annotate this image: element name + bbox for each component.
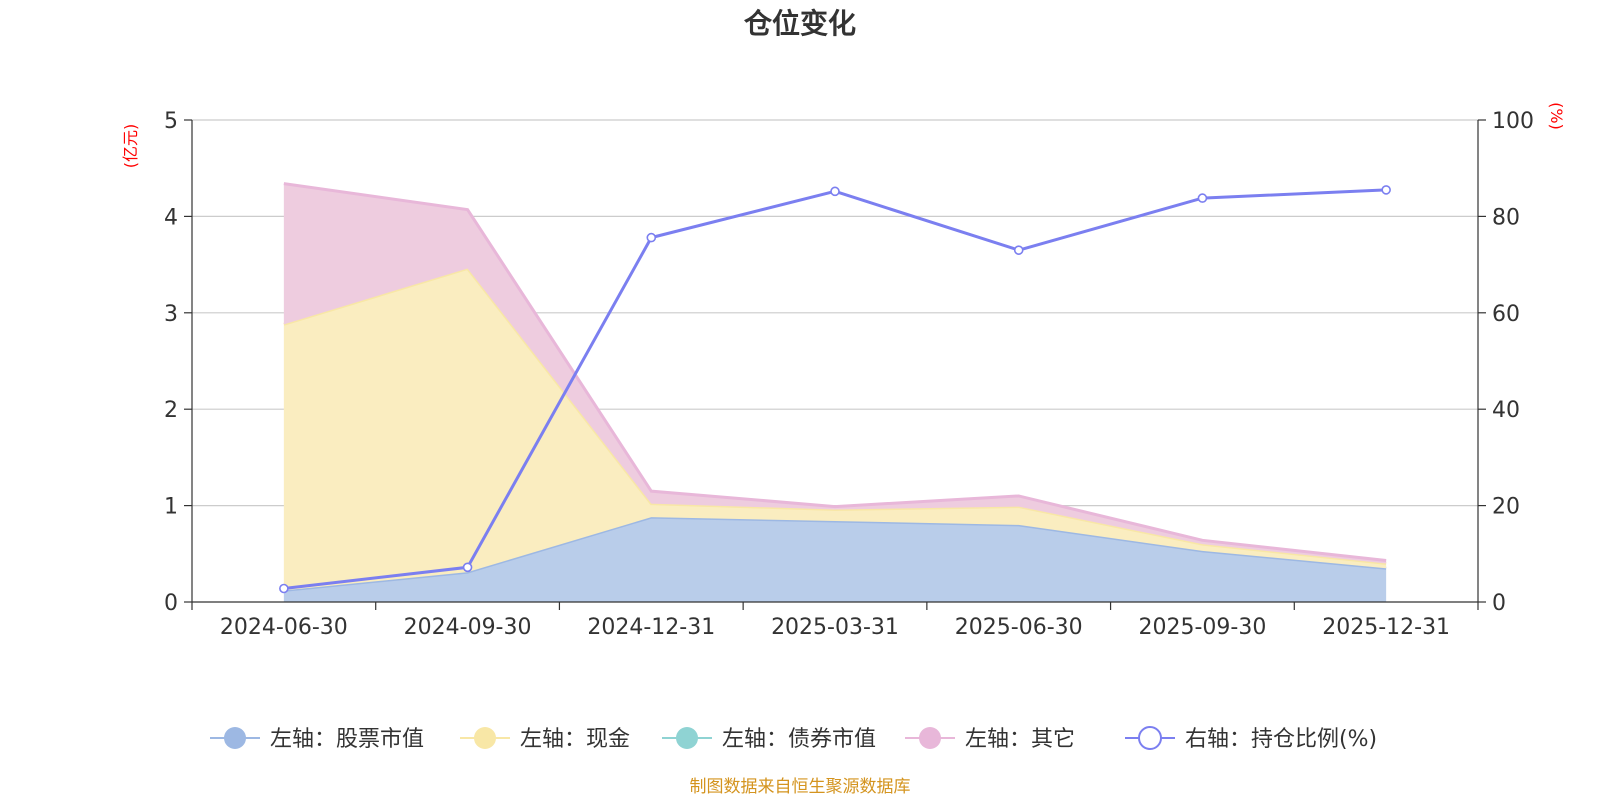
x-axis-tick-label: 2025-03-31 <box>771 615 899 640</box>
x-axis-tick-label: 2025-12-31 <box>1322 615 1450 640</box>
chart-title: 仓位变化 <box>744 7 856 40</box>
legend-label: 右轴：持仓比例(%) <box>1185 727 1377 752</box>
right-axis-tick-label: 60 <box>1492 302 1520 327</box>
legend-marker <box>676 727 698 749</box>
legend-label: 左轴：现金 <box>520 727 630 752</box>
legend-marker <box>224 727 246 749</box>
holding-ratio-point <box>279 583 289 594</box>
legend-marker <box>474 727 496 749</box>
left-axis-tick-label: 0 <box>164 591 178 616</box>
area-series-1 <box>283 268 1387 591</box>
right-axis-tick-label: 80 <box>1492 205 1520 230</box>
data-source-note: 制图数据来自恒生聚源数据库 <box>690 777 911 797</box>
holding-ratio-point <box>830 186 840 197</box>
holding-ratio-point <box>462 562 473 573</box>
legend-item-4: 右轴：持仓比例(%) <box>1125 726 1377 752</box>
legend-item-2: 左轴：债券市值 <box>662 727 876 752</box>
x-axis-tick-label: 2024-09-30 <box>404 615 532 640</box>
left-axis-tick-label: 2 <box>164 398 178 423</box>
holding-ratio-point <box>1381 185 1391 195</box>
x-axis-tick-label: 2025-09-30 <box>1138 615 1266 640</box>
right-axis-tick-label: 20 <box>1492 495 1520 520</box>
right-axis-tick-label: 0 <box>1492 591 1506 616</box>
stacked-areas <box>283 182 1387 602</box>
x-axis-tick-label: 2024-06-30 <box>220 615 348 640</box>
left-axis-unit: (亿元) <box>121 124 140 169</box>
legend-label: 左轴：其它 <box>965 727 1075 752</box>
legend-marker <box>919 727 941 749</box>
right-axis-unit: (%) <box>1547 102 1566 130</box>
holding-ratio-point <box>1013 245 1024 255</box>
legend-label: 左轴：债券市值 <box>722 727 876 752</box>
holding-ratio-point <box>1197 193 1208 203</box>
legend-item-0: 左轴：股票市值 <box>210 727 424 752</box>
area-series-3 <box>283 183 1387 564</box>
axes: 0 1 2 3 4 5 0 20 40 60 80 100 2024-06-30 2024-09-30 20… <box>164 109 1534 640</box>
holding-ratio-point <box>646 232 657 243</box>
area-series-edge-3 <box>283 182 1387 563</box>
right-axis-tick-label: 100 <box>1492 109 1534 134</box>
x-axis-tick-label: 2024-12-31 <box>587 615 715 640</box>
left-axis-tick-label: 5 <box>164 109 178 134</box>
legend: 左轴：股票市值 左轴：现金 左轴：债券市值 左轴：其它 右轴：持仓比例(%) <box>210 726 1377 752</box>
legend-marker <box>1138 726 1162 750</box>
left-axis-tick-label: 3 <box>164 302 178 327</box>
right-axis-tick-label: 40 <box>1492 398 1520 423</box>
left-axis-tick-label: 1 <box>164 495 178 520</box>
x-axis-tick-label: 2025-06-30 <box>955 615 1083 640</box>
legend-item-3: 左轴：其它 <box>905 727 1075 752</box>
legend-label: 左轴：股票市值 <box>270 727 424 752</box>
holding-ratio-line <box>279 185 1391 594</box>
legend-item-1: 左轴：现金 <box>460 727 630 752</box>
left-axis-tick-label: 4 <box>164 205 178 230</box>
